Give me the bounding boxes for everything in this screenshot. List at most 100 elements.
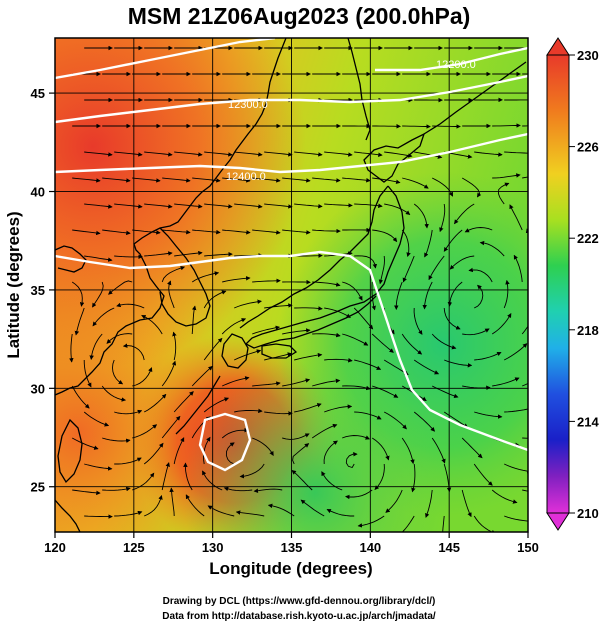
- streamline-arrow: [513, 254, 523, 283]
- streamline-arrow: [84, 151, 113, 157]
- streamline-arrow: [234, 299, 262, 309]
- streamline-arrow: [294, 352, 323, 361]
- streamline-arrow: [402, 255, 415, 283]
- streamline-arrow: [354, 359, 382, 370]
- streamline-arrow: [102, 229, 131, 236]
- streamline-arrow: [401, 333, 423, 355]
- streamline-arrow: [411, 463, 416, 493]
- colorbar-tick-label: 226: [577, 140, 599, 155]
- streamline-arrow: [431, 385, 459, 399]
- streamline-arrow: [252, 437, 274, 456]
- streamline-arrow: [183, 462, 193, 491]
- streamline-arrow: [461, 489, 472, 518]
- streamline-arrow: [264, 411, 293, 416]
- streamline-arrow: [492, 377, 520, 387]
- streamline-arrow: [72, 229, 101, 236]
- streamline-arrow: [185, 494, 205, 517]
- streamline-arrow: [144, 494, 163, 517]
- streamline-arrow: [492, 173, 521, 179]
- streamline-arrow: [252, 381, 281, 387]
- streamline-arrow: [114, 203, 143, 209]
- coastlines: [55, 38, 527, 532]
- streamline-arrow: [413, 411, 436, 432]
- streamline-arrow: [401, 229, 411, 258]
- contour-12200: [55, 38, 276, 80]
- streamline-arrow: [414, 151, 443, 159]
- streamline-arrow: [192, 177, 221, 183]
- streamline-arrow: [253, 488, 283, 493]
- streamline-arrow: [202, 470, 223, 491]
- streamline-arrow: [312, 281, 341, 287]
- streamline-arrow: [345, 451, 358, 469]
- streamline-arrow: [311, 423, 338, 439]
- streamline-arrow: [83, 359, 92, 388]
- streamline-arrow: [161, 415, 181, 439]
- coastline-taiwan: [57, 418, 83, 484]
- streamline-arrow: [503, 279, 510, 309]
- streamline-arrow: [294, 403, 322, 413]
- colorbar-bottom-arrow: [546, 512, 570, 531]
- streamline-arrow: [191, 271, 220, 283]
- streamline-arrow: [204, 151, 233, 157]
- streamline-arrow: [282, 328, 311, 335]
- streamline-arrow: [172, 331, 177, 361]
- streamline-arrow: [474, 351, 502, 361]
- contour-label-12400: 12400.0: [226, 171, 266, 183]
- streamline-arrow: [431, 177, 454, 197]
- streamline-arrow: [207, 505, 235, 517]
- streamline-arrow: [324, 151, 353, 157]
- streamline-arrow: [491, 489, 518, 504]
- x-tick-label: 150: [517, 540, 539, 555]
- coastline-ryukyu: [175, 375, 221, 435]
- streamline-arrow: [372, 229, 398, 243]
- streamline-arrow: [312, 332, 341, 338]
- streamline-arrow: [71, 385, 90, 409]
- streamline-arrow: [222, 376, 250, 387]
- streamline-arrow: [354, 203, 383, 208]
- coastline-asia-mainland: [55, 38, 287, 396]
- streamline-arrow: [447, 281, 463, 307]
- streamline-arrow: [462, 328, 490, 336]
- streamline-arrow: [101, 385, 127, 402]
- streamline-arrow: [167, 280, 175, 309]
- contour-12300: [55, 74, 528, 124]
- streamline-arrow: [132, 424, 158, 439]
- streamline-arrow: [222, 177, 251, 183]
- streamline-arrow: [252, 177, 281, 183]
- streamline-arrow: [191, 365, 213, 387]
- streamline-arrow: [371, 333, 394, 353]
- colorbar: 230 226 222 218 214 210: [546, 37, 599, 531]
- streamline-arrow: [294, 151, 323, 157]
- streamline-arrow: [92, 307, 115, 327]
- streamline-arrow: [384, 151, 413, 158]
- streamline-arrow: [461, 437, 483, 459]
- streamline-arrow: [326, 509, 355, 517]
- streamline-arrow: [345, 489, 373, 500]
- streamline-arrow: [357, 515, 385, 528]
- streamline-arrow: [522, 125, 528, 127]
- streamline-arrow: [144, 203, 173, 209]
- streamline-arrow: [203, 337, 223, 361]
- streamline-arrow: [522, 382, 528, 387]
- streamline-arrow: [509, 204, 523, 231]
- x-tick-label: 135: [281, 540, 303, 555]
- streamline-arrow: [161, 360, 177, 387]
- streamline-arrow: [89, 333, 103, 360]
- colorbar-tick-label: 230: [577, 48, 599, 63]
- streamline-arrow: [474, 411, 503, 419]
- streamline-arrow: [401, 437, 415, 465]
- x-axis-label: Longitude (degrees): [209, 559, 372, 578]
- chart-title: MSM 21Z06Aug2023 (200.0hPa): [128, 3, 471, 29]
- streamline-arrow: [102, 177, 131, 183]
- contour-typhoon: [198, 412, 252, 472]
- streamline-arrow: [454, 203, 475, 225]
- streamline-arrow: [424, 229, 433, 258]
- streamline-arrow: [354, 255, 378, 269]
- contour-12200-east: [375, 46, 528, 72]
- streamline-arrow: [221, 318, 247, 335]
- streamline-arrow: [413, 359, 440, 375]
- streamline-arrow: [492, 123, 521, 128]
- streamline-arrow: [84, 255, 113, 262]
- streamline-arrow: [422, 281, 433, 310]
- streamline-arrow: [71, 281, 85, 307]
